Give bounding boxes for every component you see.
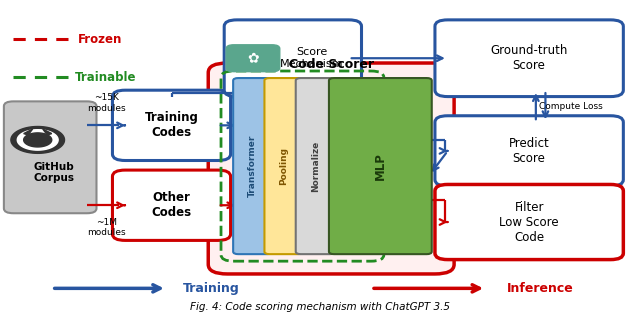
Text: Other
Codes: Other Codes <box>152 191 191 219</box>
FancyBboxPatch shape <box>435 185 623 260</box>
FancyBboxPatch shape <box>4 101 97 213</box>
Text: Predict
Score: Predict Score <box>509 137 550 165</box>
FancyBboxPatch shape <box>113 90 230 160</box>
FancyBboxPatch shape <box>435 20 623 97</box>
Polygon shape <box>11 126 65 153</box>
Text: Fig. 4: Code scoring mechanism with ChatGPT 3.5: Fig. 4: Code scoring mechanism with Chat… <box>190 302 450 312</box>
Polygon shape <box>17 130 58 150</box>
Text: Frozen: Frozen <box>77 32 122 46</box>
Text: Training
Codes: Training Codes <box>145 111 198 139</box>
FancyBboxPatch shape <box>113 170 230 240</box>
Polygon shape <box>43 129 52 135</box>
Text: Pooling: Pooling <box>280 147 289 185</box>
Text: Training: Training <box>183 282 240 295</box>
Text: MLP: MLP <box>374 152 387 180</box>
FancyBboxPatch shape <box>233 78 272 254</box>
FancyBboxPatch shape <box>435 116 623 186</box>
Text: Inference: Inference <box>507 282 573 295</box>
FancyBboxPatch shape <box>226 45 280 72</box>
Text: Filter
Low Score
Code: Filter Low Score Code <box>499 201 559 244</box>
FancyBboxPatch shape <box>296 78 335 254</box>
Polygon shape <box>24 129 33 135</box>
Text: Normalize: Normalize <box>310 141 320 192</box>
FancyBboxPatch shape <box>208 63 454 274</box>
Text: Code Scorer: Code Scorer <box>289 58 374 71</box>
FancyBboxPatch shape <box>224 20 362 97</box>
FancyBboxPatch shape <box>329 78 432 254</box>
Text: ~15K
modules: ~15K modules <box>87 93 125 113</box>
Text: GitHub
Corpus: GitHub Corpus <box>33 162 74 183</box>
Text: Trainable: Trainable <box>76 71 137 84</box>
Text: Compute Loss: Compute Loss <box>539 102 603 111</box>
Text: ✿: ✿ <box>247 51 259 65</box>
FancyBboxPatch shape <box>264 78 303 254</box>
Text: ~1M
modules: ~1M modules <box>87 218 125 237</box>
Text: Score
Mechanism: Score Mechanism <box>280 48 344 69</box>
Text: Transformer: Transformer <box>248 135 257 197</box>
Polygon shape <box>24 133 52 147</box>
Text: Ground-truth
Score: Ground-truth Score <box>490 44 568 72</box>
